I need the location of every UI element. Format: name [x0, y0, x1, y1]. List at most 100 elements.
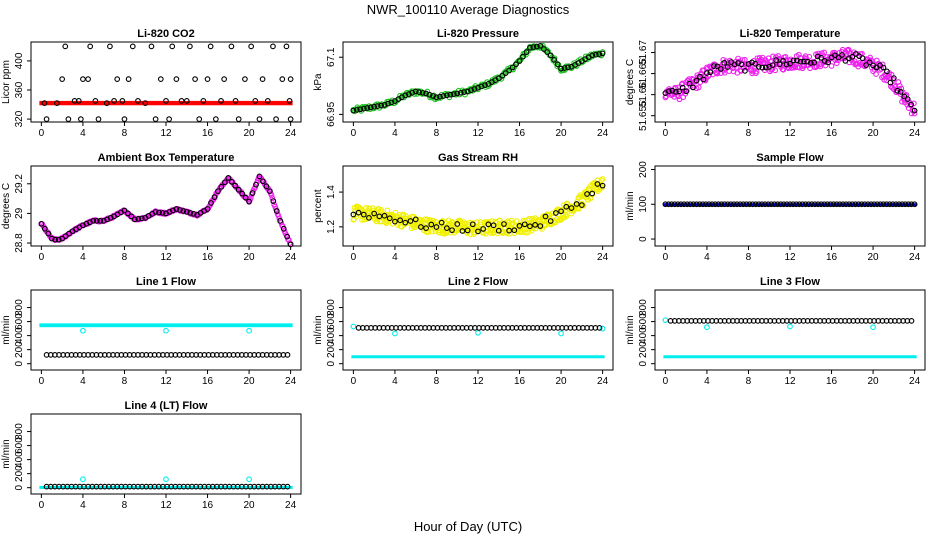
data-point	[709, 201, 715, 208]
data-point	[780, 58, 786, 64]
data-point	[204, 76, 211, 82]
data-point	[797, 58, 804, 65]
data-point	[269, 195, 276, 202]
data-point	[394, 97, 401, 104]
data-point	[802, 53, 809, 59]
x-tick-label: 12	[160, 252, 172, 263]
data-point	[734, 201, 740, 208]
panel-line4: Line 4 (LT) Flow ml/min 0 4 8 12 16 20 24 0 200400…	[1, 400, 302, 511]
raw-band	[39, 323, 293, 328]
data-point	[392, 218, 398, 225]
data-point	[457, 89, 464, 96]
x-tick-label: 20	[868, 128, 880, 139]
data-point	[218, 98, 224, 104]
x-tick-label: 24	[285, 500, 297, 511]
data-point	[381, 102, 388, 108]
x-tick-label: 8	[122, 252, 128, 263]
data-point	[527, 223, 533, 230]
data-point	[787, 201, 793, 208]
x-tick-label: 24	[285, 252, 297, 263]
data-point	[87, 43, 94, 50]
data-point	[135, 215, 142, 222]
data-point	[712, 201, 719, 208]
data-point	[48, 235, 55, 242]
data-point	[794, 57, 800, 64]
data-point	[264, 98, 271, 104]
data-point	[350, 211, 357, 218]
data-point	[883, 201, 890, 208]
data-point	[866, 59, 873, 66]
data-point	[252, 98, 259, 104]
x-tick-label: 4	[704, 252, 710, 263]
data-point	[554, 61, 561, 68]
data-point	[679, 84, 686, 91]
data-point	[808, 201, 815, 208]
data-point	[836, 201, 843, 208]
y-axis-label: ml/min	[625, 315, 636, 344]
data-point	[212, 116, 219, 122]
data-point	[777, 201, 784, 208]
data-point	[521, 221, 528, 228]
data-point	[743, 201, 750, 208]
data-point	[148, 43, 155, 50]
data-point	[376, 213, 383, 220]
data-point	[884, 74, 891, 81]
data-point	[513, 61, 519, 68]
y-axis-label: ml/min	[313, 315, 324, 344]
data-point	[825, 59, 831, 66]
data-point	[92, 98, 99, 104]
data-point	[690, 84, 696, 91]
y-tick-label: 600	[326, 313, 337, 330]
data-point	[173, 76, 180, 82]
data-point	[80, 327, 86, 334]
data-point	[771, 201, 778, 208]
data-point	[887, 79, 894, 86]
data-point	[221, 179, 228, 186]
x-tick-label: 8	[746, 128, 752, 139]
data-point	[697, 73, 703, 80]
x-tick-label: 8	[434, 252, 440, 263]
panel-rh: Gas Stream RH percent 0 4 8 12 16 20 24 1.2 1.4	[313, 152, 614, 263]
panel-title: Ambient Box Temperature	[98, 152, 235, 164]
data-point	[157, 76, 164, 82]
x-tick-label: 24	[597, 128, 609, 139]
data-point	[242, 194, 249, 201]
data-point	[738, 61, 745, 68]
data-point	[737, 201, 744, 208]
data-point	[540, 46, 547, 52]
data-point	[800, 58, 807, 65]
data-point	[516, 58, 523, 64]
panel-title: Sample Flow	[756, 152, 824, 164]
x-tick-label: 0	[351, 376, 357, 387]
data-point	[565, 64, 571, 71]
x-tick-label: 0	[39, 376, 45, 387]
data-point	[367, 104, 374, 111]
data-point	[831, 49, 838, 56]
x-tick-label: 24	[597, 376, 609, 387]
data-point	[428, 221, 435, 228]
x-tick-label: 12	[784, 252, 796, 263]
data-point	[911, 107, 918, 114]
data-point	[589, 52, 596, 59]
y-tick-label: 51.66	[638, 82, 649, 107]
data-point	[275, 212, 282, 219]
data-point	[772, 67, 779, 74]
x-tick-label: 0	[663, 128, 669, 139]
data-point	[894, 87, 901, 94]
data-point	[544, 49, 551, 56]
y-tick-label: 29	[14, 207, 25, 219]
panel-title: Li-820 Temperature	[740, 28, 841, 40]
data-point	[121, 207, 128, 214]
data-point	[80, 476, 86, 483]
data-point	[662, 317, 669, 324]
data-point	[523, 229, 529, 236]
y-tick-label: 320	[14, 110, 25, 127]
series-raw	[350, 323, 606, 359]
data-point	[178, 98, 185, 104]
data-point	[437, 93, 443, 100]
data-point	[742, 68, 748, 74]
data-point	[780, 201, 787, 208]
y-axis-label: ml/min	[1, 439, 12, 468]
x-tick-label: 8	[122, 376, 128, 387]
data-point	[776, 61, 783, 68]
